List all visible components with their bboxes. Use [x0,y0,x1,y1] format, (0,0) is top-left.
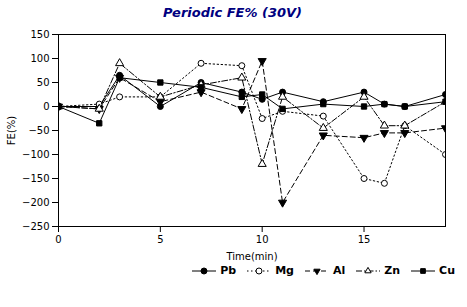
svg-text:−100: −100 [22,149,49,160]
svg-text:−150: −150 [22,173,49,184]
html-text:Mg: Mg [275,264,294,277]
svg-text:Time(min): Time(min) [225,251,277,262]
html-text:Zn: Zn [384,264,401,277]
svg-text:5: 5 [157,234,163,245]
svg-text:FE(%): FE(%) [6,116,17,145]
svg-text:−200: −200 [22,197,49,208]
svg-text:−50: −50 [28,125,49,136]
svg-text:−250: −250 [22,221,49,232]
html-text:Periodic FE% (30V): Periodic FE% (30V) [162,5,303,20]
svg-text:150: 150 [30,29,49,40]
svg-text:10: 10 [256,234,269,245]
svg-text:0: 0 [55,234,61,245]
html-text:Cu: Cu [439,264,455,277]
svg-text:50: 50 [37,77,50,88]
svg-text:100: 100 [30,53,49,64]
html-text:Pb: Pb [220,264,237,277]
svg-text:15: 15 [358,234,371,245]
html-text:Al: Al [333,264,346,277]
svg-text:0: 0 [43,101,49,112]
